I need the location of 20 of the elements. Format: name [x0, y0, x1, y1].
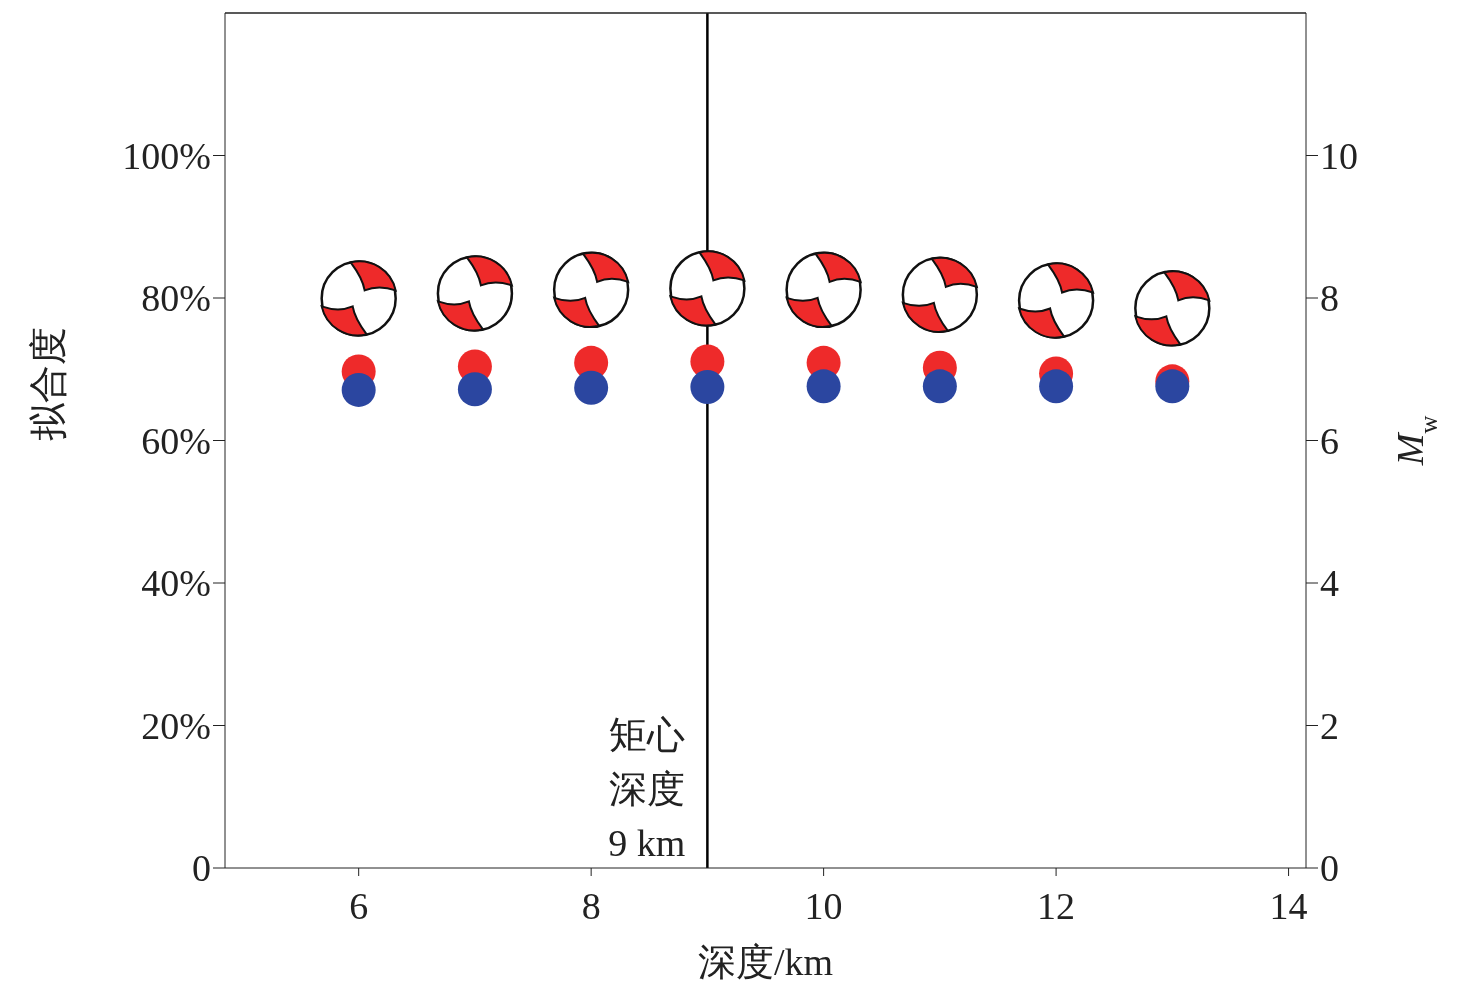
y-tick-label: 100%: [122, 134, 211, 177]
y2-tick-label: 2: [1320, 704, 1339, 747]
y-axis-title: 拟合度: [27, 326, 70, 441]
y-tick-label: 40%: [141, 562, 211, 605]
x-axis-title: 深度/km: [697, 941, 834, 983]
x-tick-label: 6: [349, 884, 369, 927]
y-tick-label: 0: [192, 847, 211, 890]
y2-tick-label: 0: [1320, 847, 1339, 890]
y-tick-label: 80%: [141, 277, 211, 320]
x-tick-label: 8: [581, 884, 601, 927]
x-tick-label: 12: [1037, 884, 1076, 927]
y-tick-label: 60%: [141, 419, 211, 462]
ref-line-label: 矩心深度9 km: [608, 714, 686, 864]
y2-tick-label: 8: [1320, 277, 1339, 320]
y2-tick-label: 6: [1320, 419, 1339, 462]
x-tick-label: 14: [1269, 884, 1308, 927]
y-tick-label: 20%: [141, 704, 211, 747]
y2-tick-label: 4: [1320, 562, 1339, 605]
y2-tick-label: 10: [1320, 134, 1358, 177]
x-tick-label: 10: [804, 884, 843, 927]
